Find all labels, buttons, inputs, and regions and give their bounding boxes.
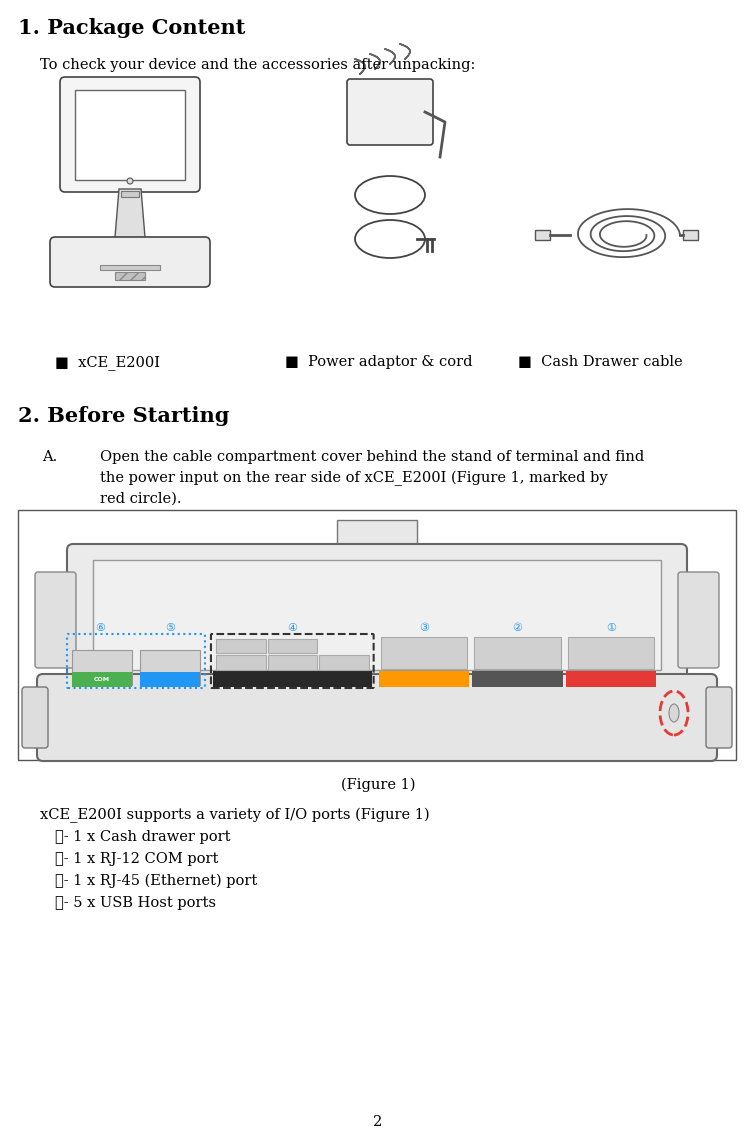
Text: ③- 1 x RJ-45 (Ethernet) port: ③- 1 x RJ-45 (Ethernet) port <box>55 874 257 888</box>
Text: ④: ④ <box>287 623 297 633</box>
Text: (Figure 1): (Figure 1) <box>341 778 415 793</box>
Bar <box>140 650 200 685</box>
Bar <box>268 655 317 670</box>
Bar <box>568 637 654 669</box>
Text: COM: COM <box>94 677 110 683</box>
Bar <box>319 655 369 670</box>
FancyBboxPatch shape <box>67 544 687 686</box>
Bar <box>115 272 145 280</box>
Bar <box>380 637 467 669</box>
Text: ④- 5 x USB Host ports: ④- 5 x USB Host ports <box>55 896 216 909</box>
Bar <box>18 510 736 760</box>
Bar <box>216 655 265 670</box>
FancyBboxPatch shape <box>347 79 433 145</box>
FancyBboxPatch shape <box>22 687 48 748</box>
Bar <box>75 90 185 180</box>
Bar <box>213 671 372 687</box>
Text: Open the cable compartment cover behind the stand of terminal and find: Open the cable compartment cover behind … <box>100 450 644 464</box>
Bar <box>100 265 160 270</box>
Text: To check your device and the accessories after unpacking:: To check your device and the accessories… <box>40 58 476 71</box>
Text: ②: ② <box>513 623 522 633</box>
Bar <box>472 671 562 687</box>
Text: ■  Cash Drawer cable: ■ Cash Drawer cable <box>518 355 683 369</box>
Text: ■  Power adaptor & cord: ■ Power adaptor & cord <box>285 355 472 369</box>
Text: ①- 1 x Cash drawer port: ①- 1 x Cash drawer port <box>55 830 231 844</box>
Text: ③: ③ <box>419 623 429 633</box>
Bar <box>93 560 661 670</box>
FancyBboxPatch shape <box>35 572 76 668</box>
Text: ②- 1 x RJ-12 COM port: ②- 1 x RJ-12 COM port <box>55 852 218 866</box>
Text: 2: 2 <box>373 1115 383 1129</box>
FancyBboxPatch shape <box>50 237 210 287</box>
Ellipse shape <box>669 704 679 722</box>
Text: the power input on the rear side of xCE_E200I (Figure 1, marked by: the power input on the rear side of xCE_… <box>100 471 608 486</box>
Bar <box>72 650 132 685</box>
Text: A.: A. <box>42 450 57 464</box>
Bar <box>140 672 200 687</box>
FancyBboxPatch shape <box>678 572 719 668</box>
Polygon shape <box>115 189 145 242</box>
Bar <box>337 521 417 550</box>
Circle shape <box>127 178 133 184</box>
Text: 2. Before Starting: 2. Before Starting <box>18 406 229 426</box>
FancyBboxPatch shape <box>37 674 717 761</box>
Bar <box>379 671 469 687</box>
FancyBboxPatch shape <box>706 687 732 748</box>
Bar <box>268 638 317 653</box>
Text: ■  xCE_E200I: ■ xCE_E200I <box>55 355 160 370</box>
Text: ①: ① <box>606 623 616 633</box>
FancyBboxPatch shape <box>60 77 200 192</box>
Text: ⑥: ⑥ <box>95 623 105 633</box>
Bar <box>72 672 132 687</box>
Text: xCE_E200I supports a variety of I/O ports (Figure 1): xCE_E200I supports a variety of I/O port… <box>40 809 429 823</box>
Bar <box>216 638 265 653</box>
Text: 1. Package Content: 1. Package Content <box>18 18 246 39</box>
Text: ⑤: ⑤ <box>165 623 175 633</box>
Text: red circle).: red circle). <box>100 492 181 506</box>
Bar <box>683 230 698 240</box>
Bar <box>474 637 560 669</box>
Bar <box>121 191 139 197</box>
Bar <box>565 671 656 687</box>
Bar <box>535 230 550 240</box>
